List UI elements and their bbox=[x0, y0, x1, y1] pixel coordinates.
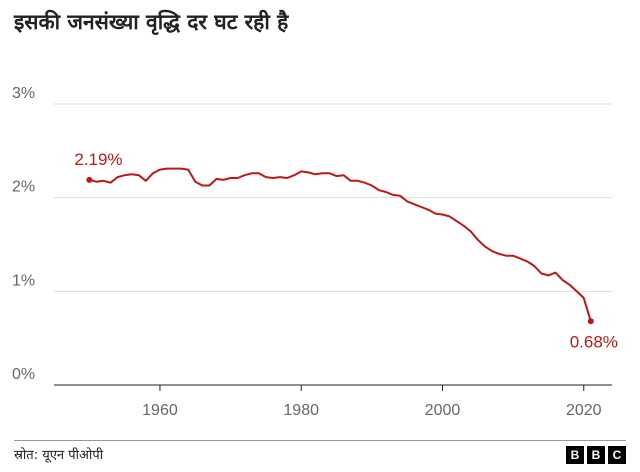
data-point-marker bbox=[587, 318, 594, 325]
bbc-logo-letter: C bbox=[608, 446, 626, 464]
footer-divider bbox=[14, 440, 626, 441]
data-label: 2.19% bbox=[74, 150, 122, 169]
data-label: 0.68% bbox=[570, 332, 618, 351]
x-tick-label: 2000 bbox=[425, 402, 461, 419]
x-tick-label: 1980 bbox=[283, 402, 319, 419]
y-tick-label: 2% bbox=[12, 179, 35, 196]
bbc-logo-letter: B bbox=[587, 446, 605, 464]
series-line bbox=[89, 167, 592, 322]
bbc-logo: B B C bbox=[566, 446, 626, 464]
x-tick-label: 1960 bbox=[142, 402, 178, 419]
y-tick-label: 1% bbox=[12, 272, 35, 289]
y-tick-label: 0% bbox=[12, 366, 35, 383]
x-tick-label: 2020 bbox=[566, 402, 602, 419]
chart-title: इसकी जनसंख्या वृद्धि दर घट रही है bbox=[14, 10, 289, 34]
data-point-marker bbox=[86, 176, 93, 183]
y-tick-label: 3% bbox=[12, 85, 35, 102]
bbc-logo-letter: B bbox=[566, 446, 584, 464]
line-chart: 0% 1% 2% 3% 1960 1980 2000 2020 2.19% 0.68% bbox=[12, 85, 618, 419]
source-note: स्रोत: यूएन पीओपी bbox=[14, 448, 104, 463]
